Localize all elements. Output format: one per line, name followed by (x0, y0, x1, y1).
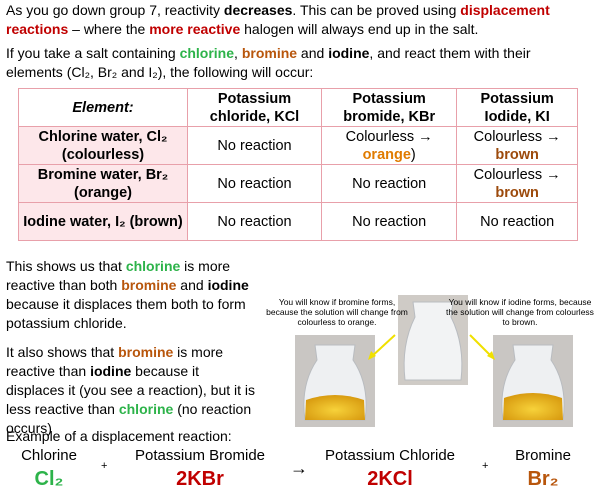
row-label: Iodine water, I₂ (brown) (18, 202, 188, 241)
text: bromine (121, 277, 177, 293)
text: because it displaces them both to form p… (6, 296, 246, 331)
text: . This can be proved using (292, 2, 461, 18)
intro: As you go down group 7, reactivity decre… (6, 1, 591, 39)
text: Colourless → (473, 128, 561, 145)
text: brown (495, 184, 539, 201)
formula: Br₂ (527, 468, 559, 490)
header-cell: Element: (18, 88, 188, 127)
text: iodine (207, 277, 249, 293)
text: , (234, 45, 242, 61)
text: and (176, 277, 208, 293)
arrow-head (368, 351, 376, 360)
setup: If you take a salt containing chlorine, … (6, 44, 591, 82)
text: Colourless → (345, 128, 433, 145)
text: No reaction (217, 175, 292, 192)
text: Iodine water, I₂ (brown) (23, 213, 183, 230)
row: Iodine water, I₂ (brown) No reaction No re… (18, 202, 578, 241)
text: is more reactive than both (6, 258, 231, 293)
beaker (403, 301, 463, 381)
cell: No reaction (187, 126, 322, 165)
text: decreases (223, 2, 293, 18)
header-cell: Potassium bromide, KBr (320, 88, 458, 127)
cell: No reaction (456, 202, 578, 241)
operator: + (101, 460, 108, 472)
cell: No reaction (320, 164, 458, 203)
solution (503, 393, 563, 420)
text: , and react them with their elements (Cl… (6, 45, 531, 80)
formula: Cl₂ (34, 468, 64, 490)
text: No reaction (217, 213, 292, 230)
operator: + (482, 460, 489, 472)
formula: 2KCl (367, 468, 413, 490)
row-label: Chlorine water, Cl₂ (colourless) (18, 126, 188, 165)
text: iodine (90, 363, 132, 379)
arrow-head (487, 351, 495, 360)
results-table: Element: Potassium chloride, KCl Potassium… (18, 88, 578, 241)
text: No reaction (352, 175, 427, 192)
text: – where the (68, 21, 150, 37)
cell: Colourless → brown (456, 164, 578, 203)
text: Element: (72, 99, 134, 116)
text: This shows us that (6, 258, 126, 274)
reactant-name: Chlorine (21, 447, 77, 464)
solution (305, 395, 365, 420)
product-name: Potassium Chloride (324, 447, 456, 464)
conclusion: This shows us that chlorine is more reac… (6, 257, 593, 333)
text: It also shows that (6, 344, 119, 360)
text: orange (362, 146, 411, 163)
header-cell: Potassium Iodide, KI (456, 88, 578, 127)
text: chlorine (179, 45, 235, 61)
caption: You will know if iodine forms, because t… (446, 297, 594, 327)
text: because it displaces it (you see a react… (6, 363, 256, 417)
reactant-name: Potassium Bromide (134, 447, 266, 464)
text: No reaction (352, 213, 427, 230)
text: Potassium Iodide, KI (480, 90, 554, 125)
text: and (297, 45, 329, 61)
conclusion: It also shows that bromine is more react… (6, 343, 593, 438)
caption: You will know if bromine forms, because … (266, 297, 408, 327)
cell: Colourless → brown (456, 126, 578, 165)
product-name: Bromine (515, 447, 571, 464)
text: bromine (118, 344, 174, 360)
text: (no reaction occurs) (6, 401, 252, 436)
text: halogen will always end up in the salt. (240, 21, 479, 37)
row: Bromine water, Br₂ (orange) No reaction No… (18, 164, 578, 203)
formula: 2KBr (176, 468, 224, 490)
text: Chlorine water, Cl₂ (colourless) (38, 128, 168, 163)
conclusions: This shows us that chlorine is more reac… (6, 257, 593, 448)
cell: No reaction (187, 202, 322, 241)
text: more reactive (149, 21, 241, 37)
header-cell: Potassium chloride, KCl (187, 88, 322, 127)
operator: → (290, 458, 308, 478)
text: Potassium chloride, KCl (209, 90, 300, 125)
text: iodine (328, 45, 370, 61)
cell: No reaction (320, 202, 458, 241)
text: bromine (241, 45, 298, 61)
example-heading: Example of a displacement reaction: (6, 428, 232, 444)
text: No reaction (480, 213, 555, 230)
text: If you take a salt containing (6, 45, 180, 61)
text: Colourless → (473, 166, 561, 183)
text: As you go down group 7, reactivity (6, 2, 224, 18)
text: chlorine (118, 401, 174, 417)
text: brown (495, 146, 539, 163)
cell: Colourless → orange) (320, 126, 458, 165)
cell: No reaction (187, 164, 322, 203)
text: displacement reactions (6, 2, 550, 37)
text: No reaction (217, 137, 292, 154)
text: Potassium bromide, KBr (343, 90, 436, 125)
text: ) (410, 146, 416, 163)
beaker-photos (295, 295, 573, 427)
header-row: Element: Potassium chloride, KCl Potassium… (18, 88, 578, 127)
text: chlorine (125, 258, 181, 274)
text: is more reactive than (6, 344, 224, 379)
row: Chlorine water, Cl₂ (colourless) No react… (18, 126, 578, 165)
text: Bromine water, Br₂ (orange) (37, 166, 169, 201)
row-label: Bromine water, Br₂ (orange) (18, 164, 188, 203)
